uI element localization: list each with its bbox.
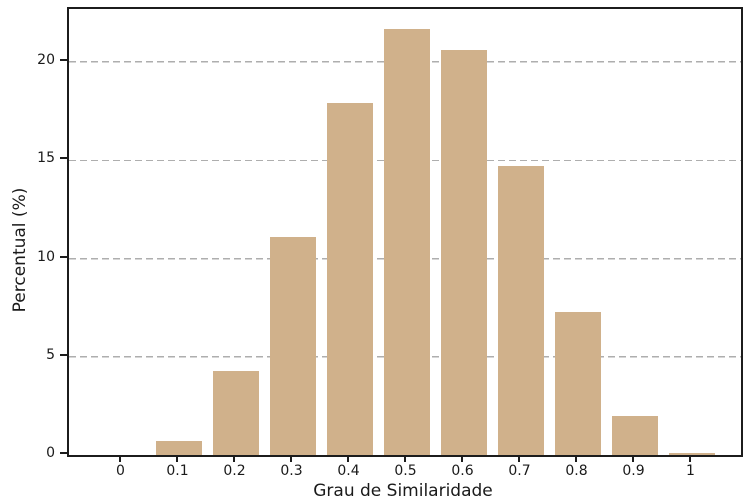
x-tick-label-1: 1	[686, 463, 695, 479]
x-tick-label-0: 0	[116, 463, 125, 479]
x-tick-label-0.5: 0.5	[394, 463, 417, 479]
bar-0.9	[612, 416, 658, 455]
x-tick-label-0.1: 0.1	[166, 463, 189, 479]
x-tick-label-0.8: 0.8	[565, 463, 588, 479]
bar-0.6	[441, 50, 487, 455]
y-tick-label-10: 10	[37, 248, 55, 265]
x-tick-label-0.9: 0.9	[622, 463, 645, 479]
x-tick-mark-0.3	[290, 455, 292, 462]
plot-area	[67, 7, 743, 457]
y-tick-mark-10	[60, 255, 67, 258]
x-tick-label-0.2: 0.2	[223, 463, 246, 479]
x-tick-mark-0.8	[575, 455, 577, 462]
x-tick-mark-0.4	[347, 455, 349, 462]
x-tick-mark-0.7	[518, 455, 520, 462]
bar-0.2	[213, 371, 259, 455]
y-tick-mark-15	[60, 157, 67, 160]
x-tick-label-0.4: 0.4	[337, 463, 360, 479]
x-tick-label-0.3: 0.3	[280, 463, 303, 479]
x-tick-mark-0.1	[176, 455, 178, 462]
x-tick-mark-0.6	[461, 455, 463, 462]
bar-1	[669, 453, 715, 455]
y-tick-label-15: 15	[37, 150, 55, 167]
x-tick-label-0.6: 0.6	[451, 463, 474, 479]
bar-0.5	[384, 29, 430, 455]
x-tick-label-0.7: 0.7	[508, 463, 531, 479]
y-tick-label-20: 20	[37, 52, 55, 69]
y-tick-mark-0	[60, 452, 67, 454]
x-tick-mark-1	[689, 455, 691, 462]
y-tick-label-0: 0	[46, 445, 55, 461]
bar-0.8	[555, 312, 601, 455]
x-tick-mark-0.2	[233, 455, 235, 462]
x-tick-mark-0.9	[632, 455, 634, 462]
bar-0.3	[270, 237, 316, 455]
x-tick-mark-0.5	[404, 455, 406, 462]
y-tick-mark-20	[60, 59, 67, 62]
bar-0.1	[156, 441, 202, 455]
y-tick-mark-5	[60, 353, 67, 356]
x-axis-label: Grau de Similaridade	[313, 481, 493, 501]
bar-0.7	[498, 166, 544, 455]
x-tick-mark-0	[119, 455, 121, 462]
y-tick-label-5: 5	[46, 346, 55, 363]
bar-0.4	[327, 103, 373, 455]
